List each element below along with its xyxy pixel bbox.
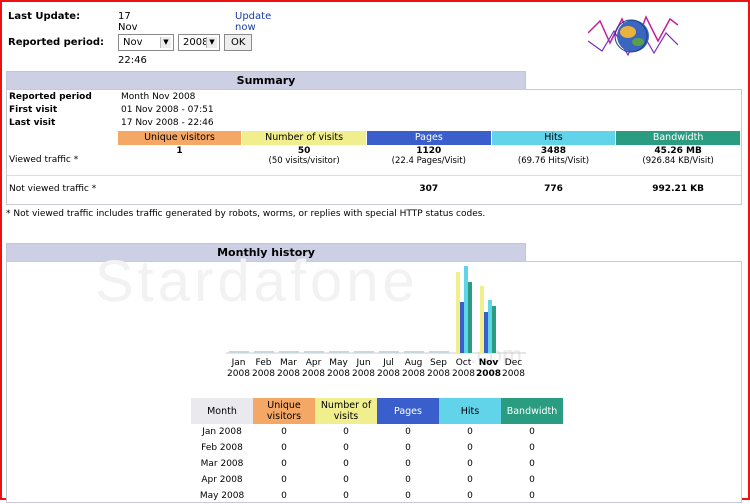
monthly-history-section: Monthly history — [6, 243, 742, 503]
reported-period-info: Reported period Month Nov 2008 — [9, 92, 195, 102]
viewed-unique: 1 — [176, 146, 183, 156]
table-row: Feb 2008 0 0 0 0 0 — [201, 443, 535, 453]
month-select[interactable]: Nov ▼ — [118, 34, 174, 51]
watermark-domain: .com — [470, 342, 523, 369]
summary-table: Unique visitors Number of visits Pages H… — [7, 130, 741, 202]
month-label: Jul 2008 — [377, 358, 400, 379]
not-viewed-pages: 307 — [419, 183, 439, 194]
bar-oct-pages — [460, 302, 464, 353]
oct-bars — [456, 266, 472, 353]
col-unique-visitors: Unique visitors — [116, 130, 243, 146]
viewed-hits-sub: (69.76 Hits/Visit) — [517, 156, 590, 166]
empty-month-bars — [229, 351, 449, 353]
col-pages: Pages — [365, 130, 492, 146]
ok-button[interactable]: OK — [224, 34, 253, 51]
summary-section: Summary Reported period Month Nov 2008 F… — [6, 71, 742, 205]
month-label: Oct 2008 — [452, 358, 475, 379]
hist-col-hits: Hits — [439, 398, 501, 424]
hist-col-pages: Pages — [377, 398, 439, 424]
month-label: Jan 2008 — [227, 358, 250, 379]
month-label: Aug 2008 — [402, 358, 425, 379]
last-visit-info: Last visit 17 Nov 2008 - 22:46 — [9, 118, 214, 128]
month-label: Mar 2008 — [277, 358, 300, 379]
reported-period-label: Reported period: — [8, 37, 104, 48]
bar-oct-bandwidth — [468, 282, 472, 353]
col-number-of-visits: Number of visits — [241, 130, 367, 146]
viewed-bandwidth: 45.26 MB — [654, 146, 702, 156]
report-header: Last Update: 17 Nov 2008 - 22:46 Update … — [8, 8, 738, 66]
watermark: Stardafone — [95, 249, 419, 314]
month-label: Jun 2008 — [352, 358, 375, 379]
viewed-pages-sub: (22.4 Pages/Visit) — [391, 156, 466, 166]
last-update-row: Last Update: 17 Nov 2008 - 22:46 Update … — [8, 11, 271, 66]
reported-period-val: Month Nov 2008 — [121, 92, 196, 102]
hist-col-unique: Unique visitors — [253, 398, 315, 424]
viewed-visits-sub: (50 visits/visitor) — [268, 156, 340, 166]
update-now-link[interactable]: Update now — [235, 11, 272, 33]
hist-col-visits: Number of visits — [315, 398, 377, 424]
bar-oct-hits — [464, 266, 468, 353]
month-label: May 2008 — [327, 358, 350, 379]
viewed-bandwidth-sub: (926.84 KB/Visit) — [642, 156, 714, 166]
summary-header-row: Unique visitors Number of visits Pages H… — [7, 130, 741, 146]
viewed-traffic-label: Viewed traffic * — [7, 145, 118, 176]
month-select-value: Nov — [123, 37, 143, 48]
summary-title: Summary — [6, 71, 526, 90]
month-label: Apr 2008 — [302, 358, 325, 379]
not-viewed-bandwidth: 992.21 KB — [652, 183, 704, 194]
not-viewed-traffic-row: Not viewed traffic * 307 776 992.21 KB — [7, 176, 741, 202]
reported-period-row: Reported period: Nov ▼ 2008 ▼ OK — [8, 34, 253, 51]
viewed-traffic-row: Viewed traffic * 1 50 (50 visits/visitor)… — [7, 145, 741, 176]
awstats-logo-icon — [588, 15, 678, 57]
first-visit-info: First visit 01 Nov 2008 - 07:51 — [9, 105, 214, 115]
viewed-hits: 3488 — [540, 146, 566, 156]
history-header-row: Month Unique visitors Number of visits P… — [191, 398, 563, 424]
table-row: Apr 2008 0 0 0 0 0 — [201, 475, 535, 485]
bar-nov-bandwidth — [492, 306, 496, 353]
month-label: Sep 2008 — [427, 358, 450, 379]
hist-col-bandwidth: Bandwidth — [501, 398, 563, 424]
month-label: Feb 2008 — [252, 358, 275, 379]
hist-col-month: Month — [191, 398, 253, 424]
bar-nov-pages — [484, 312, 488, 353]
monthly-history-table: Month Unique visitors Number of visits P… — [191, 398, 563, 504]
table-row: May 2008 0 0 0 0 0 — [199, 491, 535, 501]
summary-body: Reported period Month Nov 2008 First vis… — [6, 89, 742, 205]
last-visit-key: Last visit — [9, 118, 56, 128]
not-viewed-traffic-label: Not viewed traffic * — [9, 183, 97, 194]
month-label: Dec 2008 — [502, 358, 525, 379]
chevron-down-icon: ▼ — [160, 37, 171, 48]
first-visit-key: First visit — [9, 105, 58, 115]
viewed-visits: 50 — [297, 146, 311, 156]
not-viewed-hits: 776 — [544, 183, 563, 194]
col-bandwidth: Bandwidth — [615, 130, 741, 146]
reported-period-key: Reported period — [9, 92, 92, 102]
chevron-down-icon: ▼ — [206, 37, 217, 48]
monthly-history-body — [6, 261, 742, 503]
year-select-value: 2008 — [183, 37, 209, 48]
monthly-history-chart — [226, 266, 526, 354]
first-visit-val: 01 Nov 2008 - 07:51 — [121, 105, 214, 115]
bar-oct-visits — [456, 272, 460, 353]
bar-nov-hits — [488, 300, 492, 353]
viewed-pages: 1120 — [416, 146, 442, 156]
year-select[interactable]: 2008 ▼ — [178, 34, 220, 51]
last-update-label: Last Update: — [8, 11, 81, 22]
month-label-current: Nov 2008 — [476, 358, 502, 379]
bar-nov-visits — [480, 286, 484, 353]
col-hits: Hits — [490, 130, 617, 146]
last-visit-val: 17 Nov 2008 - 22:46 — [121, 118, 214, 128]
nov-bars — [480, 286, 496, 353]
traffic-footnote: * Not viewed traffic includes traffic ge… — [6, 209, 486, 219]
table-row: Mar 2008 0 0 0 0 0 — [200, 459, 535, 469]
table-row: Jan 2008 0 0 0 0 0 — [202, 427, 535, 437]
